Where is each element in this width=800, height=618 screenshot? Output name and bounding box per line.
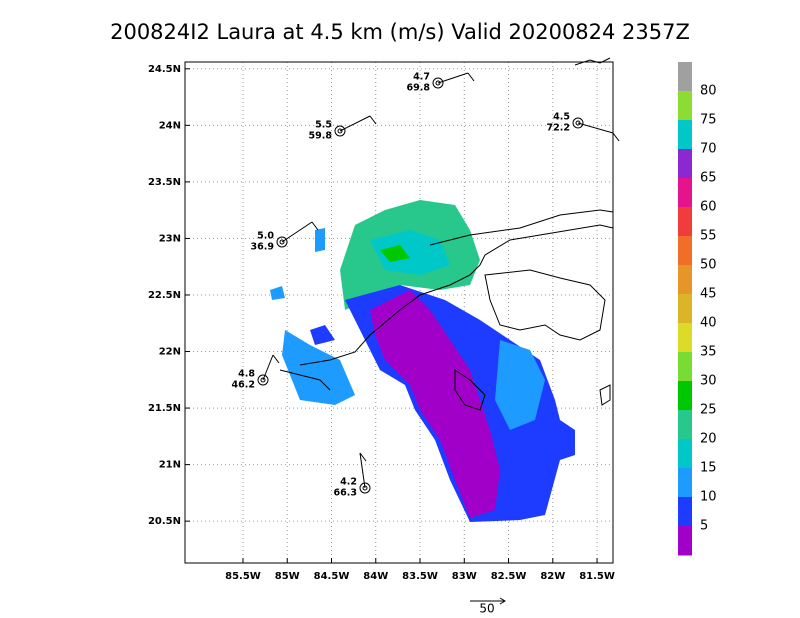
station-bottom: 72.2 [547, 123, 570, 134]
colorbar-label: 20 [700, 432, 717, 447]
station-dot [279, 239, 285, 245]
colorbar-swatch [678, 91, 692, 121]
colorbar-label: 65 [700, 171, 717, 186]
map-frame [184, 61, 614, 564]
wind-barb [262, 354, 274, 381]
colorbar-swatch [678, 207, 692, 237]
station-top: 4.7 [413, 72, 430, 83]
y-tick-label: 24N [159, 120, 181, 131]
wind-barb [339, 115, 371, 132]
reference-arrow-head [499, 597, 506, 605]
wind-barb [437, 72, 469, 84]
colorbar-swatch [678, 468, 692, 498]
station-top: 5.5 [315, 120, 332, 131]
wind-barb [369, 115, 377, 125]
colorbar-swatch [678, 381, 692, 411]
colorbar-swatch [678, 62, 692, 92]
colorbar-swatch [678, 323, 692, 353]
colorbar-swatch [678, 352, 692, 382]
x-tick-label: 82W [540, 571, 565, 582]
colorbar-label: 40 [700, 316, 717, 331]
wind-barb [281, 221, 313, 243]
y-tick-label: 23.5N [148, 177, 181, 188]
colorbar-label: 50 [700, 258, 717, 273]
x-tick-label: 81.5W [579, 571, 615, 582]
colorbar-swatch [678, 439, 692, 469]
colorbar-label: 45 [700, 287, 717, 302]
wind-barb [467, 72, 475, 82]
station-bottom: 59.8 [309, 131, 333, 142]
wind-barb [311, 221, 319, 231]
station-bottom: 66.3 [334, 488, 357, 499]
station-bottom: 46.2 [232, 380, 255, 391]
station-bottom: 36.9 [251, 242, 274, 253]
x-tick-label: 83W [452, 571, 477, 582]
station-dot [337, 128, 343, 134]
colorbar: 80 75 70 65 60 55 50 45 40 35 30 25 20 15 10 5 [678, 62, 717, 556]
station-dot [575, 120, 581, 126]
title: 200824I2 Laura at 4.5 km (m/s) Valid 202… [110, 20, 690, 44]
colorbar-label: 70 [700, 142, 717, 157]
colorbar-label: 55 [700, 229, 717, 244]
wind-barb [359, 452, 367, 462]
station-ring [334, 125, 346, 137]
station-top: 5.0 [257, 231, 274, 242]
station-ring [572, 117, 584, 129]
colorbar-swatch [678, 410, 692, 440]
colorbar-label: 15 [700, 461, 717, 476]
station-top: 4.8 [238, 369, 255, 380]
wind-barb [577, 122, 614, 134]
x-tick-label: 84W [363, 571, 388, 582]
colorbar-label: 10 [700, 490, 717, 505]
y-tick-label: 21.5N [148, 403, 181, 414]
stations: 4.769.8 5.559.8 4.572.2 5.036.9 4.846.2 4.266… [232, 72, 620, 499]
echoes [270, 200, 575, 522]
colorbar-swatch [678, 149, 692, 179]
y-tick-label: 22N [159, 347, 181, 358]
station-ring [276, 236, 288, 248]
colorbar-label: 5 [700, 519, 708, 534]
station-top: 4.5 [553, 112, 570, 123]
colorbar-swatch [678, 120, 692, 150]
colorbar-label: 80 [700, 84, 717, 99]
station-ring [432, 77, 444, 89]
colorbar-swatch [678, 178, 692, 208]
station-top: 4.2 [340, 477, 357, 488]
wind-barb [272, 354, 280, 364]
colorbar-label: 60 [700, 200, 717, 215]
colorbar-swatch [678, 526, 692, 556]
y-tick-label: 20.5N [148, 516, 181, 527]
station-dot [260, 377, 266, 383]
station-dot [435, 80, 441, 86]
colorbar-label: 30 [700, 374, 717, 389]
x-tick-label: 84.5W [314, 571, 350, 582]
y-tick-label: 23N [159, 233, 181, 244]
colorbar-label: 25 [700, 403, 717, 418]
colorbar-swatch [678, 294, 692, 324]
colorbar-swatch [678, 497, 692, 527]
y-tick-label: 22.5N [148, 290, 181, 301]
colorbar-label: 35 [700, 345, 717, 360]
x-tick-label: 83.5W [402, 571, 438, 582]
colorbar-label: 75 [700, 113, 717, 128]
wind-barb [359, 452, 366, 489]
station-bottom: 69.8 [407, 83, 431, 94]
x-tick-label: 85.5W [225, 571, 261, 582]
colorbar-swatch [678, 236, 692, 266]
station-ring [359, 482, 371, 494]
y-tick-label: 21N [159, 460, 181, 471]
x-tick-label: 85W [275, 571, 300, 582]
reference-label: 50 [479, 602, 494, 616]
wind-barb [612, 132, 620, 142]
colorbar-swatch [678, 265, 692, 295]
x-tick-label: 82.5W [491, 571, 527, 582]
station-ring [257, 374, 269, 386]
y-tick-label: 24.5N [148, 64, 181, 75]
